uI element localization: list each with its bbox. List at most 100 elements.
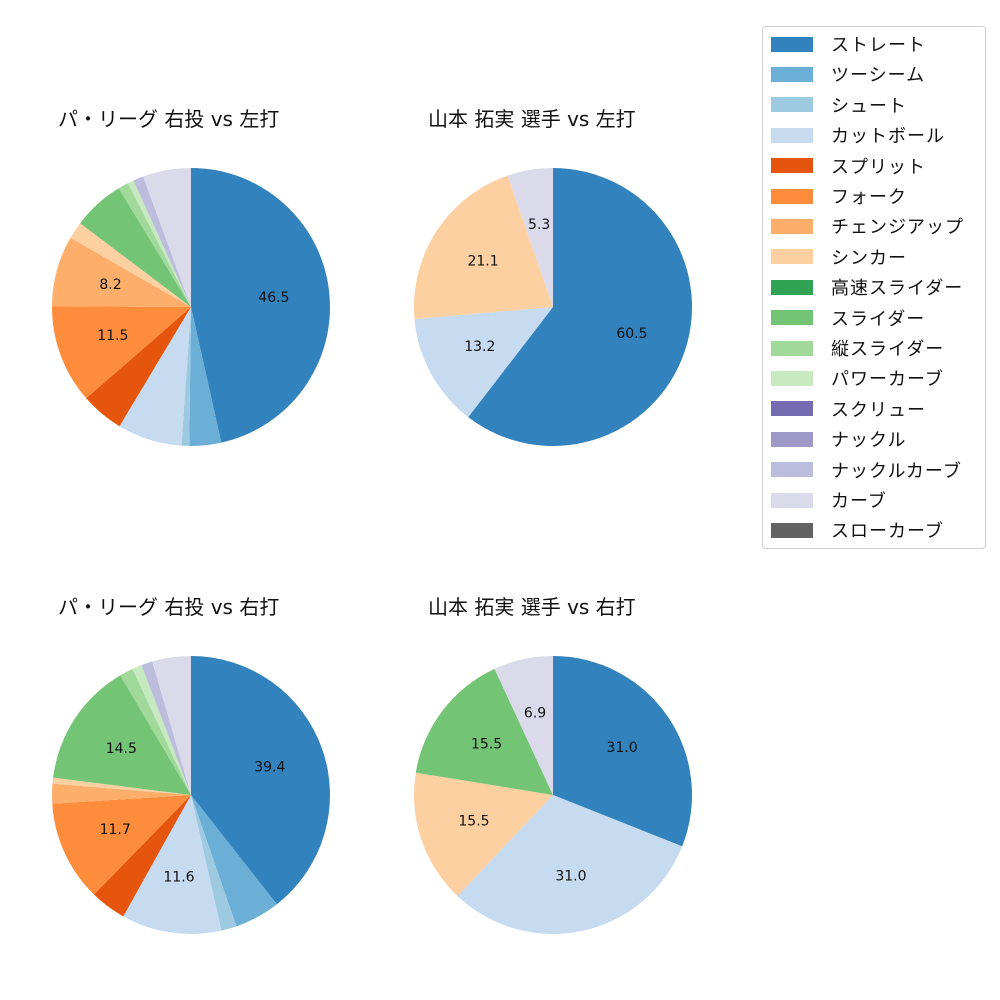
pie-slice <box>93 795 191 917</box>
pie-slice-label: 6.9 <box>524 706 546 722</box>
chart-title-yamamoto-vs-lhb: 山本 拓実 選手 vs 左打 <box>428 107 636 131</box>
legend-label: スローカーブ <box>831 521 944 543</box>
pie-slice <box>553 656 692 847</box>
pie-slice <box>133 176 191 307</box>
legend-label: フォーク <box>831 187 907 208</box>
pie-slice <box>414 307 553 418</box>
legend-label: 高速スライダー <box>831 278 964 300</box>
pie-slice <box>127 180 191 307</box>
legend-swatch <box>771 249 813 265</box>
legend-label: スライダー <box>831 308 926 330</box>
legend-item: ツーシーム <box>771 64 926 87</box>
pie-slice <box>86 307 191 427</box>
legend-item: スライダー <box>771 308 926 330</box>
pie-slice <box>507 168 553 307</box>
pie-slice <box>141 661 191 795</box>
legend-item: ナックル <box>771 429 907 452</box>
legend-swatch <box>771 36 813 52</box>
legend-swatch <box>771 462 813 478</box>
pie-slice-label: 11.7 <box>100 822 131 838</box>
pie-slice <box>457 795 683 934</box>
legend-item: カーブ <box>771 490 887 512</box>
pie-slice <box>468 168 693 446</box>
pie-slice-label: 15.5 <box>458 814 489 830</box>
pie-slice <box>120 668 191 795</box>
legend-label: パワーカーブ <box>831 369 944 391</box>
legend-item: シンカー <box>771 247 907 269</box>
legend-swatch <box>771 522 813 538</box>
pie-slice <box>119 307 191 446</box>
pie-slice <box>191 168 331 443</box>
chart-title-pl-rhp-vs-rhb: パ・リーグ 右投 vs 右打 <box>58 595 280 619</box>
pie-slice <box>181 307 191 446</box>
pie-slice-label: 13.2 <box>464 339 495 355</box>
pie-slice <box>123 795 222 934</box>
legend-swatch <box>771 97 813 113</box>
legend-swatch <box>771 492 813 508</box>
pie-slice <box>52 777 191 795</box>
pie-slice <box>118 183 191 307</box>
pie-slice <box>191 656 330 905</box>
pie-slice-label: 15.5 <box>471 737 502 753</box>
pie-slice-label: 8.2 <box>99 277 121 293</box>
legend-item: 高速スライダー <box>771 277 964 300</box>
chart-title-pl-rhp-vs-lhb: パ・リーグ 右投 vs 左打 <box>58 107 280 131</box>
legend-swatch <box>771 340 813 356</box>
pie-slice <box>52 795 191 895</box>
pie-slice <box>143 168 191 307</box>
pie-slice-label: 11.5 <box>97 328 128 344</box>
legend-label: ナックルカーブ <box>831 460 962 482</box>
legend-item: チェンジアップ <box>771 216 964 239</box>
legend-item: ナックルカーブ <box>771 460 962 482</box>
pie-slice-label: 31.0 <box>606 740 637 756</box>
legend-item: スプリット <box>771 156 926 178</box>
legend: ストレートツーシームシュートカットボールスプリットフォークチェンジアップ シンカー… <box>762 26 986 549</box>
pie-slice-label: 46.5 <box>258 290 289 306</box>
legend-label: スクリュー <box>831 399 926 421</box>
pie-slice <box>413 772 553 896</box>
legend-item: シュート <box>771 95 907 117</box>
legend-swatch <box>771 370 813 386</box>
legend-item: パワーカーブ <box>771 368 944 391</box>
legend-label: スプリット <box>831 156 926 178</box>
pie-slice <box>152 656 191 795</box>
pie-slice-label: 31.0 <box>555 868 586 884</box>
legend-swatch <box>771 188 813 204</box>
pie-slice <box>52 237 191 307</box>
chart-title-yamamoto-vs-rhb: 山本 拓実 選手 vs 右打 <box>428 595 636 619</box>
legend-label: 縦スライダー <box>831 339 945 360</box>
legend-label: シンカー <box>831 247 907 269</box>
pie-slice <box>191 795 277 927</box>
legend-label: チェンジアップ <box>831 217 964 239</box>
pie-slice-label: 5.3 <box>528 217 550 233</box>
pie-slice <box>70 223 191 307</box>
legend-swatch <box>771 310 813 326</box>
legend-swatch <box>771 279 813 295</box>
pie-slice <box>52 783 191 804</box>
legend-swatch <box>771 158 813 174</box>
pie-slice <box>189 307 222 446</box>
legend-label: シュート <box>831 95 907 117</box>
legend-item: 縦スライダー <box>771 338 945 360</box>
pie-slice <box>494 656 553 795</box>
pie-slice-label: 21.1 <box>467 254 498 270</box>
legend-swatch <box>771 218 813 234</box>
pie-slice-label: 60.5 <box>616 326 647 342</box>
pie-slice <box>52 306 191 399</box>
legend-label: ストレート <box>831 35 926 56</box>
legend-swatch <box>771 401 813 417</box>
legend-item: カットボール <box>771 125 945 147</box>
pie-slice-label: 39.4 <box>254 760 285 776</box>
pie-slice <box>191 795 237 931</box>
legend-swatch <box>771 66 813 82</box>
legend-label: ナックル <box>831 430 907 452</box>
pie-slice <box>414 175 553 319</box>
pie-slice <box>80 188 191 307</box>
legend-label: ツーシーム <box>831 65 926 87</box>
legend-item: フォーク <box>771 186 907 208</box>
legend-item: ストレート <box>771 34 926 56</box>
